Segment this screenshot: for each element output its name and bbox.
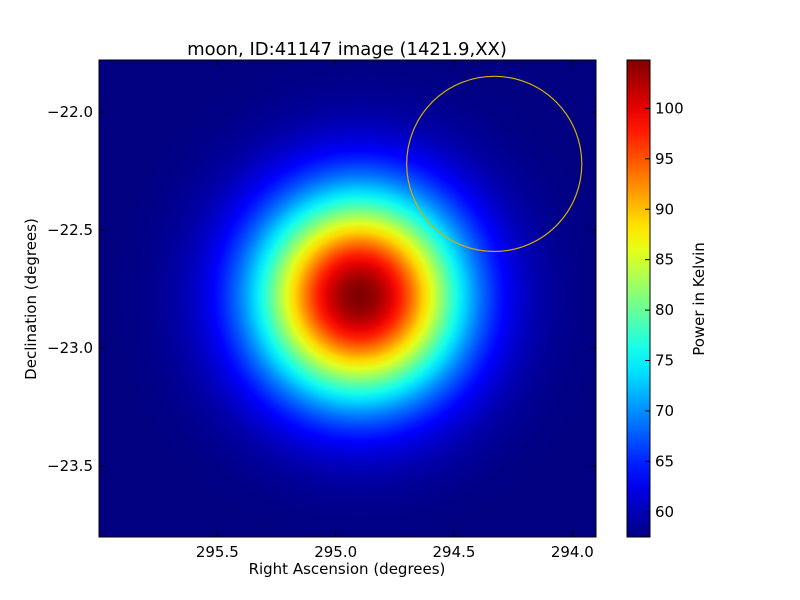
- plot-frame: [98, 59, 597, 538]
- colorbar-tick-label: 100: [655, 99, 684, 117]
- x-tick-label: 295.0: [314, 543, 357, 561]
- colorbar-label: Power in Kelvin: [690, 242, 708, 356]
- x-axis-label: Right Ascension (degrees): [249, 560, 446, 578]
- y-axis-label: Declination (degrees): [22, 218, 40, 380]
- y-tick-label: −23.5: [47, 457, 93, 475]
- moon-source: [116, 60, 596, 537]
- plot-area: 295.5 295.0 294.5 294.0 −22.0 −22.5 −23.0 −23.…: [47, 59, 597, 561]
- y-tick-label: −22.5: [47, 221, 93, 239]
- x-tick-label: 294.0: [551, 543, 594, 561]
- colorbar-ticks: 60 65 70 75 80 85 90 95 100: [645, 99, 684, 521]
- y-axis-ticks: −22.0 −22.5 −23.0 −23.5: [47, 103, 596, 475]
- x-tick-label: 294.5: [433, 543, 476, 561]
- colorbar-tick-label: 95: [655, 150, 674, 168]
- colorbar-tick-label: 90: [655, 200, 674, 218]
- colorbar-tick-label: 80: [655, 301, 674, 319]
- colorbar-tick-label: 85: [655, 251, 674, 269]
- x-axis-ticks: 295.5 295.0 294.5 294.0: [196, 60, 594, 561]
- colorbar: 60 65 70 75 80 85 90 95 100: [626, 59, 684, 538]
- y-tick-label: −23.0: [47, 339, 93, 357]
- beam-circle: [406, 75, 583, 253]
- colorbar-tick-label: 65: [655, 452, 674, 470]
- colorbar-tick-label: 70: [655, 402, 674, 420]
- y-tick-label: −22.0: [47, 103, 93, 121]
- colorbar-frame: [626, 59, 651, 538]
- x-tick-label: 295.5: [196, 543, 239, 561]
- colorbar-tick-label: 60: [655, 503, 674, 521]
- chart-title: moon, ID:41147 image (1421.9,XX): [187, 39, 507, 60]
- colorbar-tick-label: 75: [655, 352, 674, 370]
- colorbar-fill: [627, 60, 650, 537]
